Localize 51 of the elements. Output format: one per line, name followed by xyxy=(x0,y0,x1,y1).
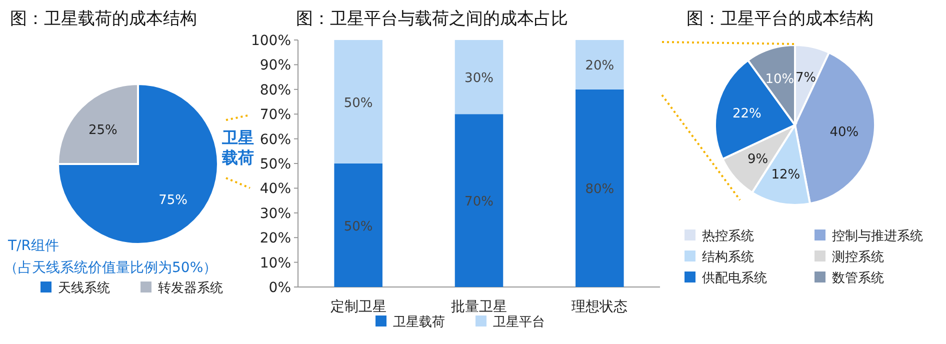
text: （占天线系统价值量比例为50%） xyxy=(4,260,218,276)
legend-label: 天线系统 xyxy=(58,281,110,296)
data-label: 50% xyxy=(344,96,373,111)
chart-title: 图：卫星平台的成本结构 xyxy=(686,9,874,29)
bar xyxy=(454,40,504,114)
y-tick-label: 70% xyxy=(260,107,291,124)
chart-title: 图：卫星平台与载荷之间的成本占比 xyxy=(296,9,568,29)
data-label: 80% xyxy=(585,182,614,198)
bar xyxy=(576,89,624,287)
data-label: 75% xyxy=(158,193,188,208)
chart-title: 图：卫星载荷的成本结构 xyxy=(10,9,197,29)
data-label: 50% xyxy=(344,219,373,234)
data-label: 30% xyxy=(464,71,494,86)
bar xyxy=(576,40,624,90)
y-tick-label: 100% xyxy=(250,33,291,49)
legend-label: 数管系统 xyxy=(832,271,884,286)
text: 卫星载荷 xyxy=(221,128,254,167)
y-tick-label: 90% xyxy=(260,58,291,74)
x-tick-label: 批量卫星 xyxy=(451,299,507,315)
y-tick-label: 10% xyxy=(260,255,291,272)
legend-label: 测控系统 xyxy=(832,250,884,265)
y-tick-label: 20% xyxy=(260,230,291,247)
text: T/R组件 xyxy=(7,238,59,254)
x-tick-label: 理想状态 xyxy=(572,299,628,315)
data-label: 40% xyxy=(830,125,859,140)
data-label: 10% xyxy=(765,72,794,87)
legend-label: 卫星平台 xyxy=(493,315,545,330)
legend-label: 热控系统 xyxy=(702,229,754,244)
legend-label: 转发器系统 xyxy=(158,281,223,296)
pie-slice xyxy=(57,83,219,245)
legend-label: 卫星载荷 xyxy=(393,315,445,330)
data-label: 7% xyxy=(796,70,816,86)
y-tick-label: 30% xyxy=(260,206,291,222)
legend-label: 结构系统 xyxy=(702,250,754,265)
y-tick-label: 50% xyxy=(260,156,291,172)
bar xyxy=(334,40,382,164)
data-label: 12% xyxy=(771,168,800,183)
legend-label: 控制与推进系统 xyxy=(832,229,923,244)
data-label: 20% xyxy=(585,58,614,74)
x-tick-label: 定制卫星 xyxy=(330,299,386,315)
y-tick-label: 80% xyxy=(260,82,291,98)
data-label: 70% xyxy=(464,194,494,210)
y-tick-label: 60% xyxy=(260,132,291,148)
bar xyxy=(334,164,382,287)
y-tick-label: 40% xyxy=(260,181,291,198)
data-label: 22% xyxy=(732,106,762,122)
data-label: 9% xyxy=(747,152,768,167)
y-tick-label: 0% xyxy=(268,280,291,296)
bar xyxy=(454,114,504,287)
data-label: 25% xyxy=(88,122,118,138)
legend-label: 供配电系统 xyxy=(702,271,767,286)
